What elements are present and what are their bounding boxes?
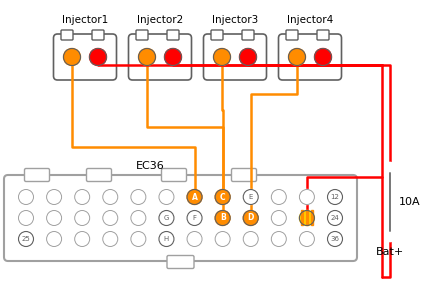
FancyBboxPatch shape xyxy=(211,30,223,40)
Circle shape xyxy=(215,232,230,246)
Circle shape xyxy=(299,232,314,246)
Text: 12: 12 xyxy=(331,194,339,200)
FancyBboxPatch shape xyxy=(167,30,179,40)
FancyBboxPatch shape xyxy=(129,34,191,80)
Circle shape xyxy=(159,232,174,246)
Circle shape xyxy=(131,232,146,246)
FancyBboxPatch shape xyxy=(136,30,148,40)
Text: H: H xyxy=(164,236,169,242)
Circle shape xyxy=(271,232,286,246)
Circle shape xyxy=(215,210,230,226)
Circle shape xyxy=(239,49,257,66)
Text: F: F xyxy=(193,215,196,221)
FancyBboxPatch shape xyxy=(317,30,329,40)
Text: B: B xyxy=(220,214,226,223)
FancyBboxPatch shape xyxy=(4,175,357,261)
FancyBboxPatch shape xyxy=(203,34,266,80)
Circle shape xyxy=(271,189,286,204)
Bar xyxy=(389,167,391,237)
FancyBboxPatch shape xyxy=(167,255,194,268)
Circle shape xyxy=(243,189,258,204)
FancyBboxPatch shape xyxy=(87,169,112,182)
Text: 25: 25 xyxy=(21,236,30,242)
Circle shape xyxy=(299,189,314,204)
Circle shape xyxy=(327,232,342,246)
Text: 10A: 10A xyxy=(399,197,420,207)
FancyBboxPatch shape xyxy=(54,34,117,80)
Circle shape xyxy=(18,232,33,246)
FancyBboxPatch shape xyxy=(242,30,254,40)
Circle shape xyxy=(131,189,146,204)
Text: Injector4: Injector4 xyxy=(287,15,333,25)
Text: D: D xyxy=(248,214,254,223)
Text: Injector2: Injector2 xyxy=(137,15,183,25)
Circle shape xyxy=(103,232,118,246)
Circle shape xyxy=(159,189,174,204)
Circle shape xyxy=(187,189,202,204)
Circle shape xyxy=(103,189,118,204)
Text: E: E xyxy=(248,194,253,200)
FancyBboxPatch shape xyxy=(92,30,104,40)
Text: 36: 36 xyxy=(330,236,339,242)
Circle shape xyxy=(386,162,395,172)
Circle shape xyxy=(103,210,118,226)
Text: Injector1: Injector1 xyxy=(62,15,108,25)
Bar xyxy=(301,210,302,226)
FancyBboxPatch shape xyxy=(161,169,187,182)
Circle shape xyxy=(159,210,174,226)
Circle shape xyxy=(187,210,202,226)
Text: G: G xyxy=(164,215,169,221)
Text: C: C xyxy=(220,192,226,201)
Circle shape xyxy=(75,232,90,246)
FancyBboxPatch shape xyxy=(232,169,257,182)
Text: A: A xyxy=(192,192,197,201)
Circle shape xyxy=(63,49,81,66)
FancyBboxPatch shape xyxy=(278,34,341,80)
Text: Injector3: Injector3 xyxy=(212,15,258,25)
Circle shape xyxy=(18,210,33,226)
Circle shape xyxy=(386,233,395,242)
Circle shape xyxy=(47,210,62,226)
Text: 24: 24 xyxy=(331,215,339,221)
Circle shape xyxy=(243,232,258,246)
FancyBboxPatch shape xyxy=(24,169,49,182)
Text: Bat+: Bat+ xyxy=(376,247,404,257)
Bar xyxy=(306,210,308,226)
Circle shape xyxy=(215,189,230,204)
Circle shape xyxy=(299,210,314,226)
Circle shape xyxy=(288,49,305,66)
Circle shape xyxy=(314,49,332,66)
Bar xyxy=(311,210,313,226)
FancyBboxPatch shape xyxy=(286,30,298,40)
Circle shape xyxy=(75,189,90,204)
Circle shape xyxy=(18,189,33,204)
Circle shape xyxy=(243,210,258,226)
Circle shape xyxy=(271,210,286,226)
Circle shape xyxy=(187,232,202,246)
Circle shape xyxy=(90,49,106,66)
Circle shape xyxy=(75,210,90,226)
Text: EC36: EC36 xyxy=(136,161,165,171)
FancyBboxPatch shape xyxy=(61,30,73,40)
Circle shape xyxy=(139,49,155,66)
Circle shape xyxy=(131,210,146,226)
Circle shape xyxy=(327,210,342,226)
Circle shape xyxy=(47,189,62,204)
Circle shape xyxy=(164,49,181,66)
Circle shape xyxy=(214,49,230,66)
Circle shape xyxy=(327,189,342,204)
Circle shape xyxy=(47,232,62,246)
